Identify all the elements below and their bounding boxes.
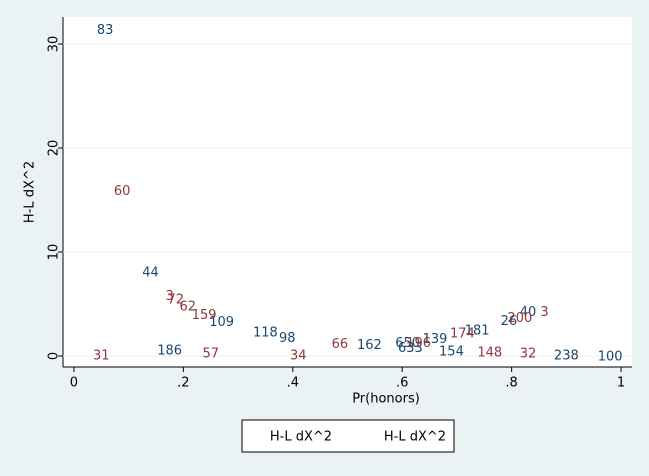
point-label: 3 bbox=[540, 305, 548, 320]
point-label: 174 bbox=[450, 327, 475, 342]
plot-area bbox=[63, 17, 632, 367]
point-label: 159 bbox=[192, 308, 217, 323]
x-tick-label: .8 bbox=[505, 376, 517, 391]
x-axis-label: Pr(honors) bbox=[352, 392, 420, 407]
point-label: 200 bbox=[507, 311, 532, 326]
legend-label: H-L dX^2 bbox=[384, 430, 446, 445]
x-tick-label: .4 bbox=[287, 376, 299, 391]
point-label: 162 bbox=[357, 338, 382, 353]
x-tick-label: .6 bbox=[396, 376, 408, 391]
point-label: 66 bbox=[332, 337, 349, 352]
point-label: 650 bbox=[395, 336, 420, 351]
point-label: 181 bbox=[465, 324, 490, 339]
y-tick-label: 30 bbox=[47, 36, 62, 53]
y-tick-label: 10 bbox=[47, 244, 62, 261]
point-label: 60 bbox=[114, 184, 131, 199]
x-tick-label: 1 bbox=[617, 376, 625, 391]
point-label: 118 bbox=[253, 326, 278, 341]
point-label: 238 bbox=[554, 348, 579, 363]
y-tick-label: 20 bbox=[47, 140, 62, 157]
point-label: 32 bbox=[520, 346, 537, 361]
point-label: 62 bbox=[179, 300, 196, 315]
legend-label: H-L dX^2 bbox=[270, 430, 332, 445]
legend-box bbox=[241, 419, 455, 453]
y-tick-label: 0 bbox=[47, 352, 62, 360]
point-label: 100 bbox=[598, 350, 623, 365]
point-label: 148 bbox=[477, 345, 502, 360]
point-label: 186 bbox=[157, 343, 182, 358]
point-label: 633 bbox=[398, 341, 423, 356]
point-label: 31 bbox=[93, 348, 110, 363]
point-label: 3 bbox=[166, 289, 174, 304]
point-label: 98 bbox=[279, 331, 296, 346]
point-label: 83 bbox=[97, 23, 114, 38]
point-label: 26 bbox=[501, 314, 518, 329]
point-label: 34 bbox=[290, 348, 307, 363]
point-label: 154 bbox=[439, 344, 464, 359]
point-label: 139 bbox=[423, 332, 448, 347]
point-label: 109 bbox=[209, 315, 234, 330]
point-label: 72 bbox=[167, 292, 184, 307]
point-label: 44 bbox=[142, 265, 159, 280]
point-label: 40 bbox=[520, 305, 537, 320]
x-tick-label: .2 bbox=[177, 376, 189, 391]
x-tick-label: 0 bbox=[70, 376, 78, 391]
point-label: 196 bbox=[406, 336, 431, 351]
y-axis-label: H-L dX^2 bbox=[23, 161, 38, 223]
point-label: 57 bbox=[202, 346, 219, 361]
